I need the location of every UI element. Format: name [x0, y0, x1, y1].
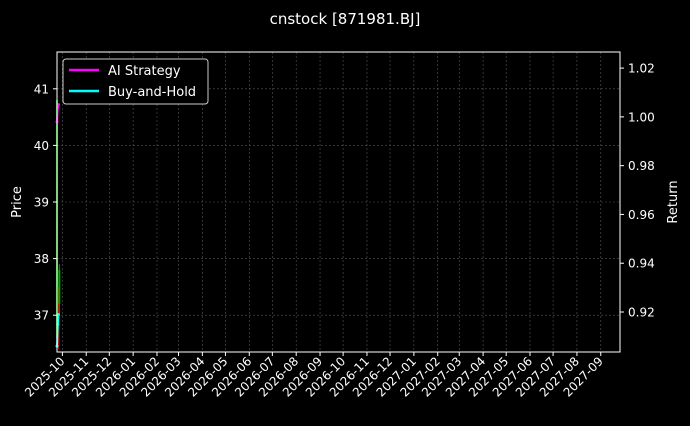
y2-axis-label: Return	[666, 180, 681, 223]
y-tick-label: 38	[34, 252, 49, 266]
series-point	[57, 312, 61, 316]
legend-label-buy-and-hold: Buy-and-Hold	[108, 85, 196, 100]
series-point	[57, 103, 61, 107]
y-tick-label: 41	[34, 82, 49, 96]
y-tick-label: 37	[34, 309, 49, 323]
y2-tick-label: 1.00	[628, 110, 655, 124]
y2-tick-label: 0.98	[628, 159, 655, 173]
y2-tick-label: 0.92	[628, 306, 655, 320]
y-axis-left: 37 38 39 40 41	[34, 82, 57, 323]
y2-tick-label: 0.94	[628, 257, 655, 271]
y2-tick-label: 0.96	[628, 208, 655, 222]
candle-body	[58, 269, 61, 304]
y-axis-right: 0.92 0.94 0.96 0.98 1.00 1.02	[620, 62, 655, 320]
legend-box	[62, 58, 209, 105]
legend-label-ai-strategy: AI Strategy	[108, 64, 181, 79]
legend: AI Strategy Buy-and-Hold	[62, 58, 209, 105]
y-tick-label: 39	[34, 196, 49, 210]
chart-title: cnstock [871981.BJ]	[270, 10, 421, 28]
x-axis: 2025-102025-112025-122026-012026-022026-…	[22, 352, 606, 400]
y-tick-label: 40	[34, 139, 49, 153]
y-axis-label: Price	[10, 186, 25, 218]
y2-tick-label: 1.02	[628, 62, 655, 76]
